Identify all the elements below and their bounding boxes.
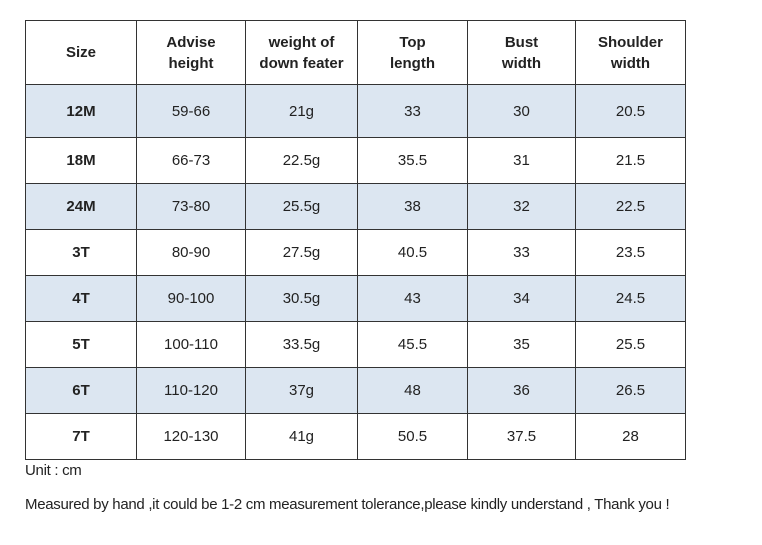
table-cell: 25.5 — [575, 321, 686, 368]
table-row: 5T 100-110 33.5g 45.5 35 25.5 — [25, 321, 686, 368]
header-row: Size Advise height weight of down feater Top l… — [25, 20, 686, 85]
table-cell: 37g — [245, 367, 358, 414]
table-cell: 31 — [467, 137, 576, 184]
header-line: Size — [65, 44, 96, 61]
table-cell: 33 — [357, 84, 468, 138]
table-cell: 35 — [467, 321, 576, 368]
header-cell: Size — [25, 20, 137, 85]
size-cell: 24M — [25, 183, 137, 230]
size-cell: 18M — [25, 137, 137, 184]
table-cell: 50.5 — [357, 413, 468, 460]
table-cell: 48 — [357, 367, 468, 414]
table-cell: 66-73 — [136, 137, 246, 184]
size-cell: 12M — [25, 84, 137, 138]
table-cell: 20.5 — [575, 84, 686, 138]
tolerance-note: Measured by hand ,it could be 1-2 cm mea… — [25, 496, 670, 513]
table-cell: 21g — [245, 84, 358, 138]
unit-note: Unit : cm — [25, 462, 82, 479]
header-line: Shoulder — [597, 33, 663, 51]
header-line: Advise — [166, 33, 216, 51]
table-row: 18M 66-73 22.5g 35.5 31 21.5 — [25, 137, 686, 184]
header-cell: Advise height — [136, 20, 246, 85]
table-cell: 30.5g — [245, 275, 358, 322]
table-cell: 36 — [467, 367, 576, 414]
table-row: 7T 120-130 41g 50.5 37.5 28 — [25, 413, 686, 460]
table-cell: 23.5 — [575, 229, 686, 276]
header-line: Bust — [504, 33, 539, 51]
table-cell: 21.5 — [575, 137, 686, 184]
table-cell: 34 — [467, 275, 576, 322]
header-line: width — [610, 54, 651, 72]
table-row: 12M 59-66 21g 33 30 20.5 — [25, 84, 686, 138]
size-cell: 6T — [25, 367, 137, 414]
table-cell: 35.5 — [357, 137, 468, 184]
header-line: weight of — [268, 33, 335, 51]
header-cell: Shoulder width — [575, 20, 686, 85]
table-cell: 37.5 — [467, 413, 576, 460]
table-cell: 28 — [575, 413, 686, 460]
header-line: height — [168, 54, 214, 72]
table-cell: 40.5 — [357, 229, 468, 276]
table-cell: 27.5g — [245, 229, 358, 276]
table-cell: 32 — [467, 183, 576, 230]
header-cell: Top length — [357, 20, 468, 85]
table-cell: 22.5 — [575, 183, 686, 230]
table-cell: 90-100 — [136, 275, 246, 322]
size-cell: 5T — [25, 321, 137, 368]
header-line: length — [390, 54, 435, 72]
table-row: 24M 73-80 25.5g 38 32 22.5 — [25, 183, 686, 230]
table-cell: 120-130 — [136, 413, 246, 460]
table-row: 4T 90-100 30.5g 43 34 24.5 — [25, 275, 686, 322]
table-cell: 38 — [357, 183, 468, 230]
table-cell: 30 — [467, 84, 576, 138]
table-cell: 73-80 — [136, 183, 246, 230]
table-cell: 59-66 — [136, 84, 246, 138]
table-cell: 110-120 — [136, 367, 246, 414]
table-cell: 45.5 — [357, 321, 468, 368]
table-body: 12M 59-66 21g 33 30 20.5 18M 66-73 22.5g 35.5 31 21… — [25, 84, 686, 460]
table-cell: 22.5g — [245, 137, 358, 184]
table-row: 3T 80-90 27.5g 40.5 33 23.5 — [25, 229, 686, 276]
table-cell: 26.5 — [575, 367, 686, 414]
header-line: down feater — [259, 54, 344, 72]
table-cell: 80-90 — [136, 229, 246, 276]
header-cell: Bust width — [467, 20, 576, 85]
table-cell: 33 — [467, 229, 576, 276]
table-cell: 100-110 — [136, 321, 246, 368]
header-line: Top — [399, 33, 426, 51]
table-row: 6T 110-120 37g 48 36 26.5 — [25, 367, 686, 414]
table-cell: 33.5g — [245, 321, 358, 368]
table-cell: 24.5 — [575, 275, 686, 322]
table-cell: 43 — [357, 275, 468, 322]
table-cell: 41g — [245, 413, 358, 460]
header-line: width — [501, 54, 542, 72]
size-cell: 4T — [25, 275, 137, 322]
size-table: Size Advise height weight of down feater Top l… — [25, 20, 686, 460]
size-cell: 7T — [25, 413, 137, 460]
header-cell: weight of down feater — [245, 20, 358, 85]
size-cell: 3T — [25, 229, 137, 276]
table-cell: 25.5g — [245, 183, 358, 230]
